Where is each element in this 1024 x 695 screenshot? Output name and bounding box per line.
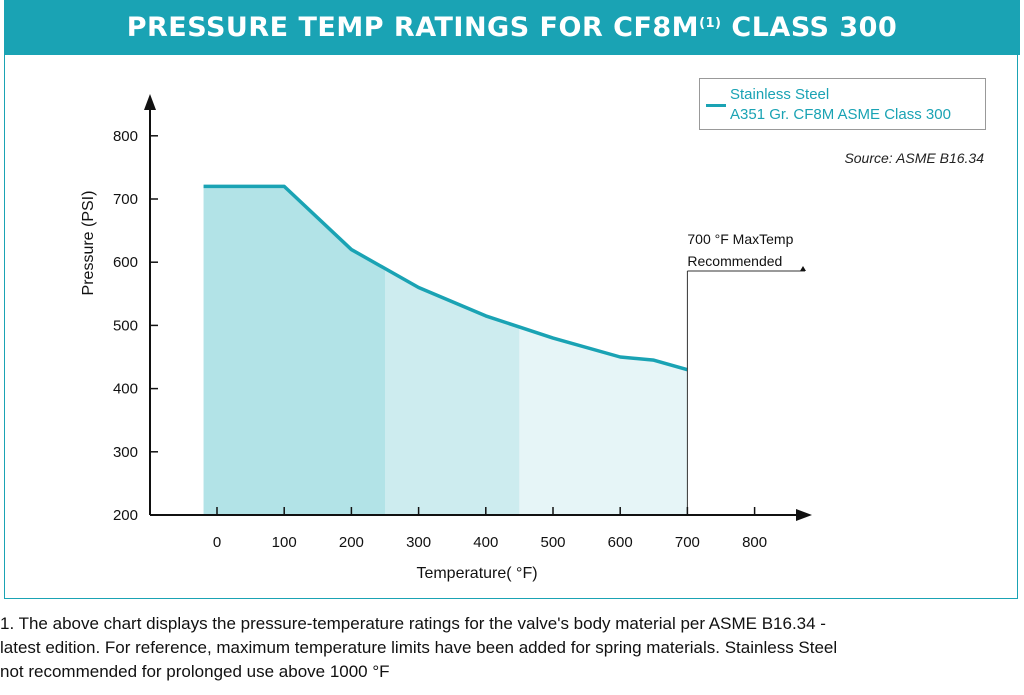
y-axis-title: Pressure (PSI) xyxy=(80,191,97,296)
title-main: PRESSURE TEMP RATINGS FOR CF8M xyxy=(126,12,700,43)
x-tick-label: 600 xyxy=(608,534,633,551)
shaded-band-1 xyxy=(203,186,385,516)
shaded-band-2 xyxy=(385,268,520,515)
pressure-temp-chart: 0 100 200 300 400 500 600 700 800 200 300 400 500 600… xyxy=(80,94,812,582)
shaded-band-3 xyxy=(519,326,688,515)
chart-title-banner: PRESSURE TEMP RATINGS FOR CF8M (1) CLASS … xyxy=(4,0,1020,55)
series-line xyxy=(203,184,688,372)
legend-label: Stainless Steel A351 Gr. CF8M ASME Class… xyxy=(730,85,951,125)
y-axis-arrow xyxy=(144,94,156,110)
footnote-line2: latest edition. For reference, maximum t… xyxy=(0,638,838,657)
y-tick-label: 400 xyxy=(113,381,138,398)
footnote-line1: 1. The above chart displays the pressure… xyxy=(0,614,826,633)
legend-line2: A351 Gr. CF8M ASME Class 300 xyxy=(730,106,951,123)
source-note: Source: ASME B16.34 xyxy=(844,150,984,166)
footnote-line3: not recommended for prolonged use above … xyxy=(0,662,390,681)
y-tick-label: 500 xyxy=(113,317,138,334)
footnote: 1. The above chart displays the pressure… xyxy=(0,612,1024,684)
x-axis-arrow xyxy=(796,509,812,521)
x-tick-label: 400 xyxy=(473,534,498,551)
title-footnote-ref: (1) xyxy=(699,16,722,31)
legend: Stainless Steel A351 Gr. CF8M ASME Class… xyxy=(699,78,986,130)
y-tick-label: 300 xyxy=(113,444,138,461)
x-tick-label: 0 xyxy=(213,534,221,551)
x-tick-label: 500 xyxy=(540,534,565,551)
x-tick-label: 100 xyxy=(272,534,297,551)
x-axis-title: Temperature( °F) xyxy=(416,565,537,582)
chart-frame xyxy=(4,55,1018,599)
legend-swatch xyxy=(706,104,726,107)
legend-line1: Stainless Steel xyxy=(730,86,830,103)
x-tick-label: 800 xyxy=(742,534,767,551)
y-tick-label: 200 xyxy=(113,507,138,524)
max-temp-arrowhead xyxy=(800,266,806,271)
max-temp-annotation-line1: 700 °F MaxTemp xyxy=(687,231,793,247)
x-tick-label: 700 xyxy=(675,534,700,551)
x-tick-label: 200 xyxy=(339,534,364,551)
max-temp-annotation-line2: Recommended xyxy=(687,253,782,269)
y-tick-label: 800 xyxy=(113,128,138,145)
y-tick-label: 700 xyxy=(113,191,138,208)
x-tick-label: 300 xyxy=(406,534,431,551)
y-tick-label: 600 xyxy=(113,254,138,271)
title-end: CLASS 300 xyxy=(731,12,898,43)
